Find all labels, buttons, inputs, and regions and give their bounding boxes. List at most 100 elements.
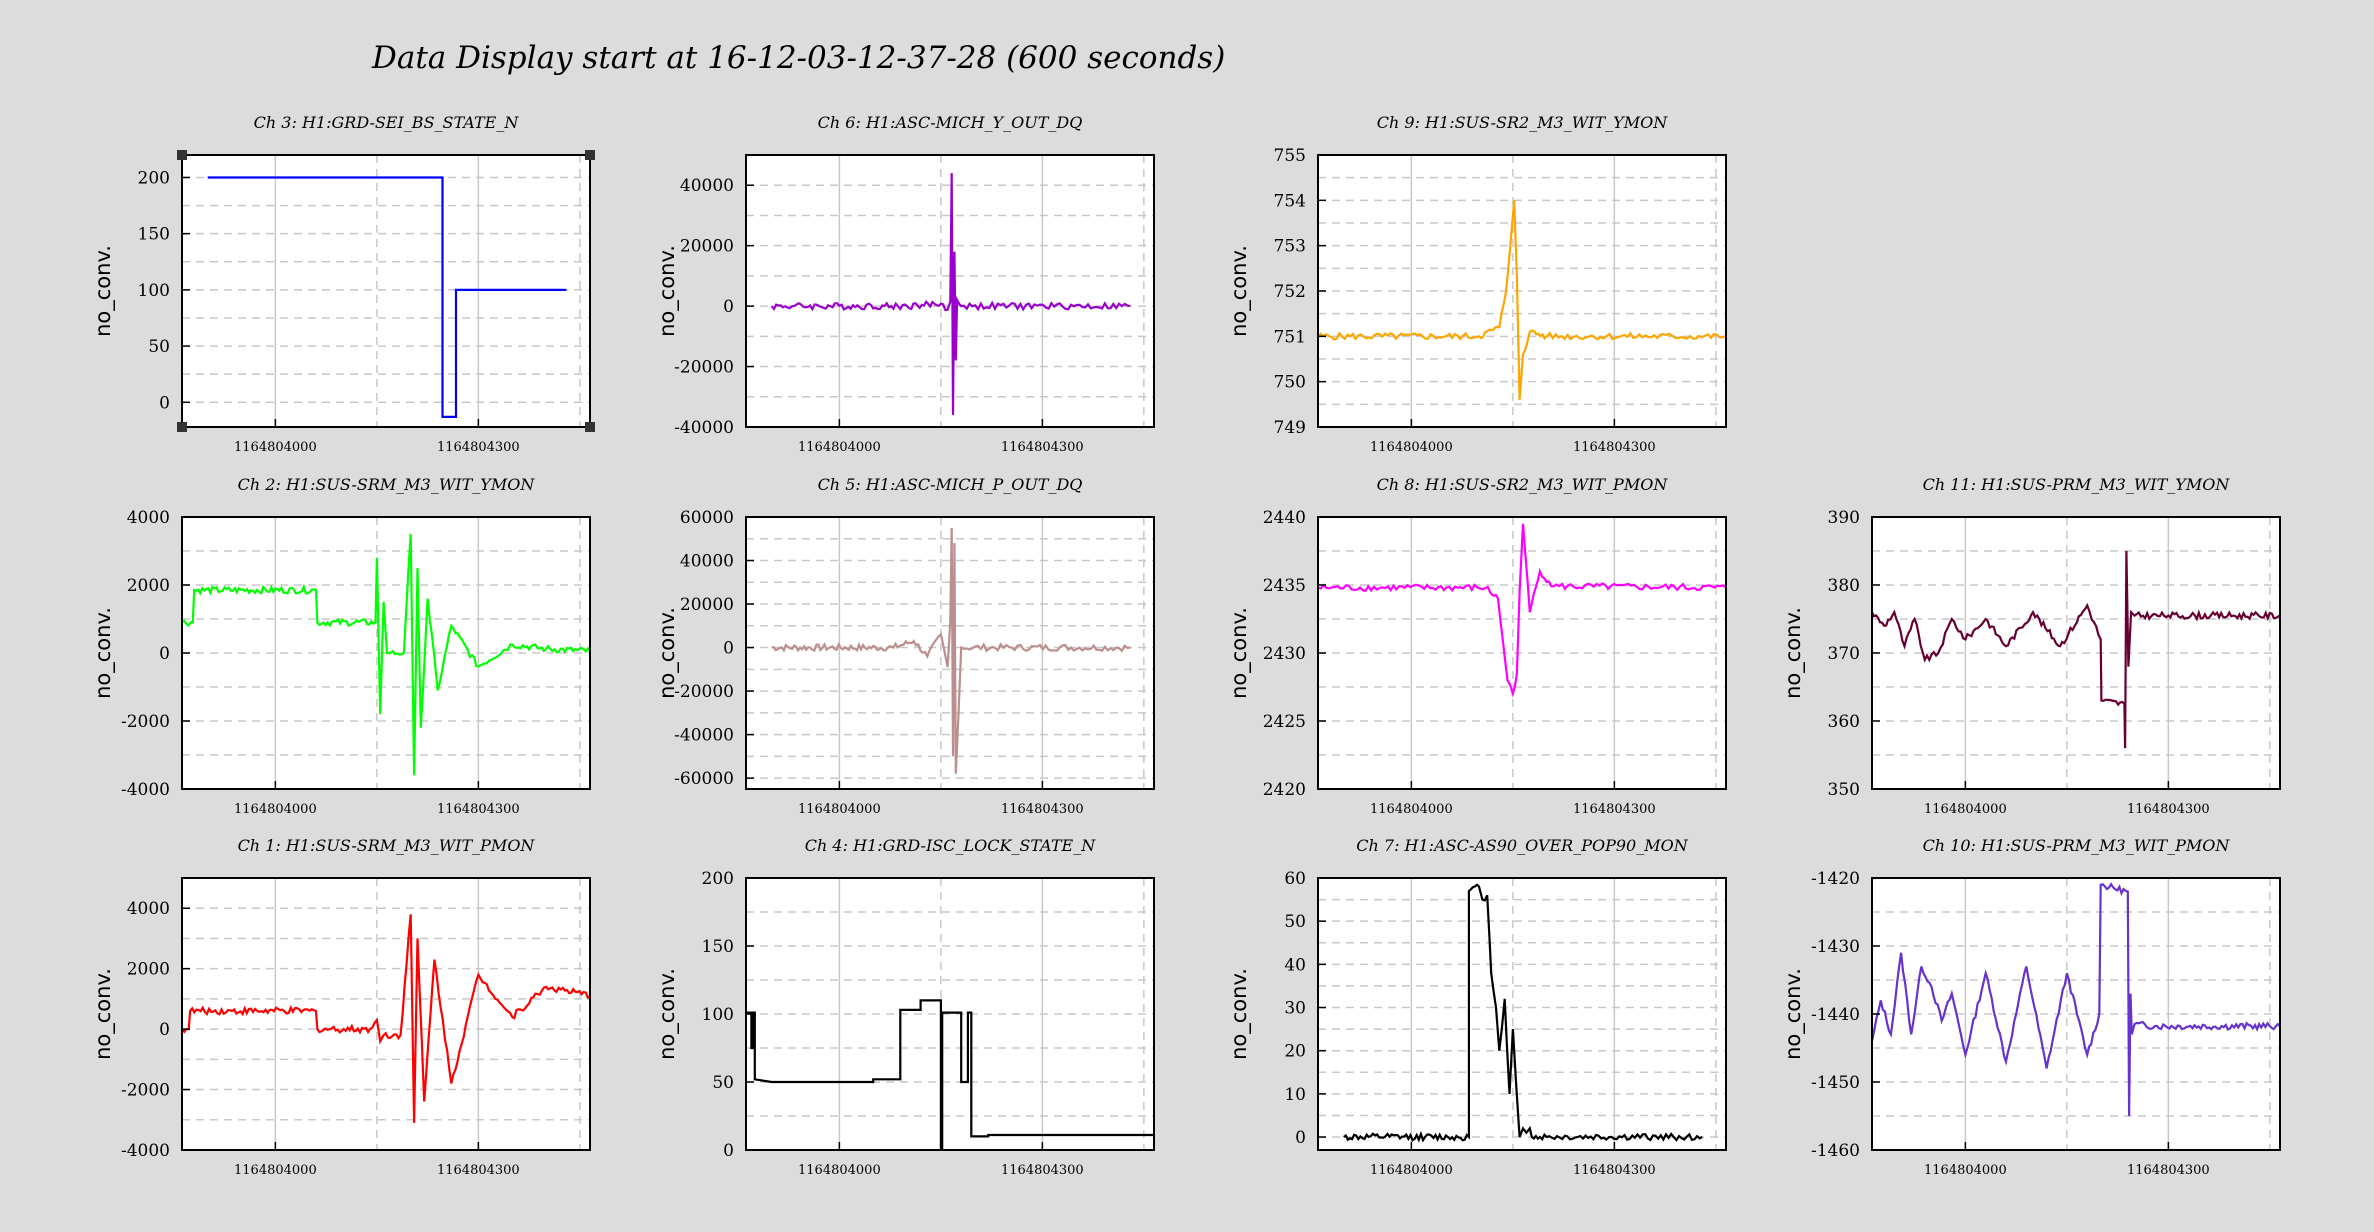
x-tick-label: 1164804000 — [234, 1163, 317, 1178]
chart-ch3[interactable]: 0 50 100 150 200 1164804000 1164804300 Ch 3: H1… — [91, 113, 595, 455]
y-tick-label: 0 — [1295, 1128, 1306, 1148]
y-tick-label: 755 — [1274, 146, 1306, 166]
y-tick-label: -1440 — [1811, 1005, 1860, 1025]
y-axis-label: no_conv. — [1227, 968, 1252, 1060]
y-tick-label: 150 — [702, 937, 734, 957]
series-line — [182, 533, 590, 776]
y-axis-label: no_conv. — [91, 607, 116, 699]
x-tick-label: 1164804000 — [1370, 440, 1453, 455]
plot-frame — [181, 154, 591, 428]
plot-frame — [1317, 877, 1727, 1151]
y-tick-label: 2440 — [1263, 508, 1306, 528]
chart-ch5[interactable]: -60000 -40000 -20000 0 20000 40000 60000 116480… — [655, 475, 1155, 817]
chart-ch6[interactable]: -40000 -20000 0 20000 40000 1164804000 1164804… — [655, 113, 1155, 455]
series-line — [770, 173, 1131, 415]
x-tick-label: 1164804300 — [437, 802, 520, 817]
x-tick-label: 1164804300 — [2127, 1163, 2210, 1178]
x-tick-label: 1164804300 — [1001, 802, 1084, 817]
chart-title: Ch 2: H1:SUS-SRM_M3_WIT_YMON — [238, 475, 536, 494]
y-axis-label: no_conv. — [655, 968, 680, 1060]
selection-handle[interactable] — [177, 422, 187, 432]
chart-title: Ch 1: H1:SUS-SRM_M3_WIT_PMON — [238, 836, 536, 855]
x-tick-label: 1164804300 — [1001, 440, 1084, 455]
y-tick-label: 50 — [1284, 912, 1306, 932]
series-line — [207, 176, 567, 418]
x-tick-label: 1164804000 — [234, 440, 317, 455]
chart-title: Ch 3: H1:GRD-SEI_BS_STATE_N — [254, 113, 520, 132]
chart-title: Ch 10: H1:SUS-PRM_M3_WIT_PMON — [1923, 836, 2231, 855]
y-tick-label: 751 — [1274, 327, 1306, 347]
x-tick-label: 1164804000 — [1370, 1163, 1453, 1178]
y-tick-label: 0 — [159, 644, 170, 664]
y-tick-label: 200 — [702, 869, 734, 889]
x-tick-label: 1164804300 — [2127, 802, 2210, 817]
y-tick-label: 40000 — [680, 176, 734, 196]
y-axis-label: no_conv. — [1781, 607, 1806, 699]
y-tick-label: 60000 — [680, 508, 734, 528]
y-axis-label: no_conv. — [655, 245, 680, 337]
selection-handle[interactable] — [585, 150, 595, 160]
y-tick-label: 2000 — [127, 576, 170, 596]
chart-ch2[interactable]: -4000 -2000 0 2000 4000 1164804000 1164804300 C… — [91, 475, 591, 817]
y-tick-label: -2000 — [121, 1081, 170, 1101]
y-tick-label: 2420 — [1263, 780, 1306, 800]
y-tick-label: 380 — [1828, 576, 1860, 596]
y-tick-label: 200 — [138, 168, 170, 188]
y-tick-label: 30 — [1284, 999, 1306, 1019]
y-tick-label: -40000 — [674, 726, 734, 746]
chart-ch11[interactable]: 350 360 370 380 390 1164804000 1164804300 Ch 11… — [1781, 475, 2281, 817]
y-tick-label: -1460 — [1811, 1141, 1860, 1161]
chart-ch7[interactable]: 0 10 20 30 40 50 60 1164804000 1164804300 Ch 7: H… — [1227, 836, 1727, 1178]
x-tick-label: 1164804300 — [437, 440, 520, 455]
y-tick-label: -20000 — [674, 682, 734, 702]
chart-title: Ch 4: H1:GRD-ISC_LOCK_STATE_N — [805, 836, 1096, 855]
y-tick-label: 4000 — [127, 508, 170, 528]
x-tick-label: 1164804300 — [437, 1163, 520, 1178]
selection-handle[interactable] — [177, 150, 187, 160]
x-tick-label: 1164804000 — [798, 440, 881, 455]
y-tick-label: 50 — [148, 337, 170, 357]
chart-title: Ch 7: H1:ASC-AS90_OVER_POP90_MON — [1356, 836, 1688, 855]
chart-ch10[interactable]: -1460 -1450 -1440 -1430 -1420 1164804000 11648… — [1781, 836, 2281, 1178]
y-tick-label: 40 — [1284, 955, 1306, 975]
chart-title: Ch 9: H1:SUS-SR2_M3_WIT_YMON — [1377, 113, 1668, 132]
y-tick-label: -4000 — [121, 780, 170, 800]
plot-frame — [745, 516, 1155, 790]
y-tick-label: 360 — [1828, 712, 1860, 732]
y-tick-label: 40000 — [680, 552, 734, 572]
x-tick-label: 1164804000 — [234, 802, 317, 817]
series-line — [1318, 200, 1726, 400]
y-tick-label: -4000 — [121, 1141, 170, 1161]
series-line — [1343, 883, 1703, 1143]
y-tick-label: 4000 — [127, 899, 170, 919]
y-axis-label: no_conv. — [91, 245, 116, 337]
y-tick-label: 752 — [1274, 282, 1306, 302]
y-tick-label: -20000 — [674, 358, 734, 378]
y-tick-label: 50 — [712, 1073, 734, 1093]
chart-ch4[interactable]: 0 50 100 150 200 1164804000 1164804300 Ch 4: H1… — [655, 836, 1155, 1178]
chart-ch8[interactable]: 2420 2425 2430 2435 2440 1164804000 1164804300… — [1227, 475, 1727, 817]
y-tick-label: 2435 — [1263, 576, 1306, 596]
series-line — [746, 999, 1154, 1150]
x-tick-label: 1164804300 — [1001, 1163, 1084, 1178]
y-tick-label: 10 — [1284, 1085, 1306, 1105]
y-tick-label: 350 — [1828, 780, 1860, 800]
y-tick-label: 2425 — [1263, 712, 1306, 732]
y-tick-label: 750 — [1274, 373, 1306, 393]
y-tick-label: 20000 — [680, 595, 734, 615]
y-tick-label: 370 — [1828, 644, 1860, 664]
chart-title: Ch 11: H1:SUS-PRM_M3_WIT_YMON — [1923, 475, 2231, 494]
y-tick-label: 0 — [723, 1141, 734, 1161]
plot-frame — [745, 154, 1155, 428]
chart-ch1[interactable]: -4000 -2000 0 2000 4000 1164804000 1164804300 C… — [91, 836, 591, 1178]
chart-title: Ch 5: H1:ASC-MICH_P_OUT_DQ — [818, 475, 1083, 494]
selection-handle[interactable] — [585, 422, 595, 432]
y-tick-label: 749 — [1274, 418, 1306, 438]
y-axis-label: no_conv. — [655, 607, 680, 699]
plot-area — [746, 517, 1154, 789]
chart-ch9[interactable]: 749 750 751 752 753 754 755 1164804000 116480430… — [1227, 113, 1727, 455]
x-tick-label: 1164804300 — [1573, 802, 1656, 817]
series-line — [1872, 550, 2280, 749]
y-axis-label: no_conv. — [1227, 245, 1252, 337]
y-tick-label: 390 — [1828, 508, 1860, 528]
